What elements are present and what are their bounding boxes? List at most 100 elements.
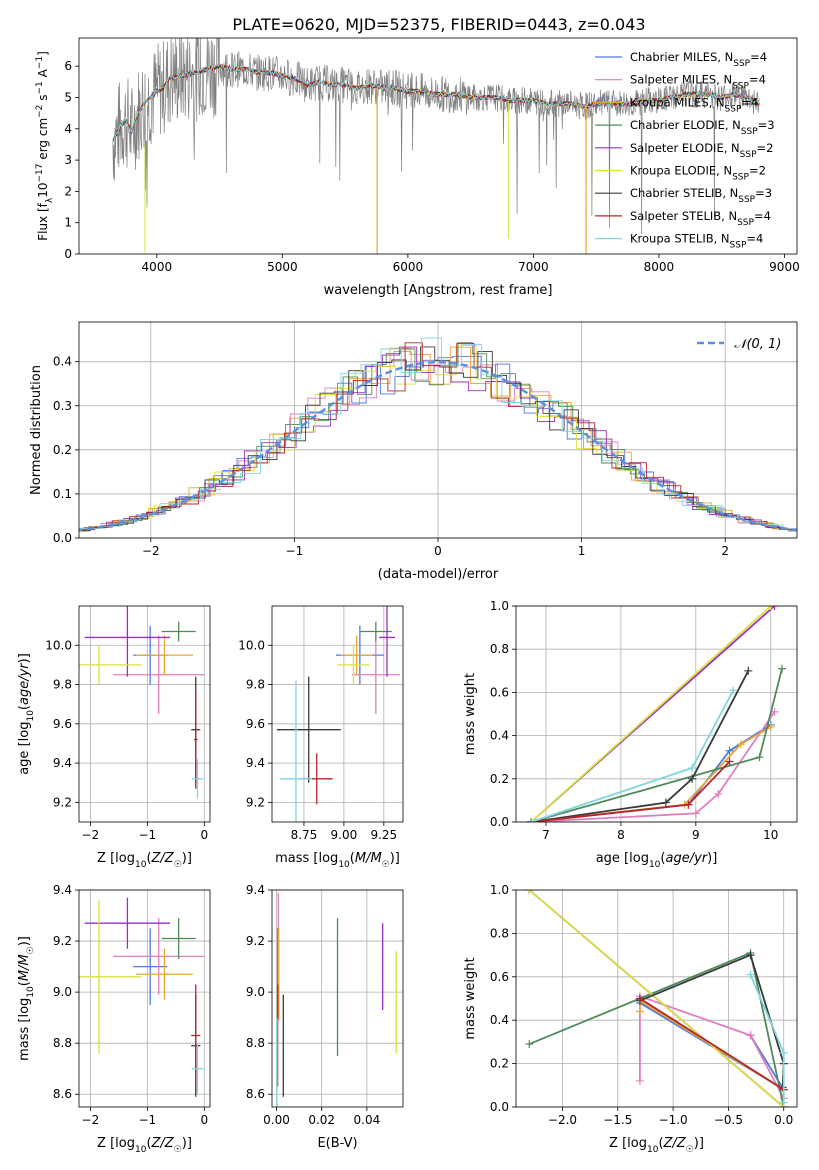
histogram-salpeter_miles [79,351,797,531]
x-tick-label: 0.0 [774,1113,793,1127]
x-tick-label: −1 [138,1113,156,1127]
y-tick-label: 0.2 [53,443,72,457]
weight-marker [766,606,775,610]
axes-frame [515,605,798,823]
y-tick-label: 0.2 [490,772,509,786]
y-tick-label: 9.0 [246,985,265,999]
y-tick-label: 0.0 [490,815,509,829]
y-tick-label: 10.0 [238,638,265,652]
x-tick-label: 5000 [267,260,298,274]
weight-marker [684,800,693,809]
x-tick-label: 0 [200,1113,208,1127]
x-tick-label: 1 [578,544,586,558]
x-tick-label: −2 [142,544,160,558]
y-tick-label: 0.2 [490,1057,509,1071]
y-tick-label: 9.2 [53,934,72,948]
axes-frame [271,605,404,823]
weight-line-salpeter_miles [530,711,776,822]
weight-marker [746,970,755,979]
y-tick-label: 9.4 [53,883,72,897]
x-tick-label: −1.0 [659,1113,688,1127]
y-tick-label: 0.3 [53,399,72,413]
y-tick-label: 6 [64,59,72,73]
weight-marker [525,890,534,894]
errorbars [79,606,205,799]
legend-label: Salpeter MILES, NSSP=4 [630,73,766,92]
weight-marker [770,606,779,610]
y-tick-label: 8.6 [53,1087,72,1101]
weight-marker [635,994,644,1003]
x-tick-label: 8000 [644,260,675,274]
x-tick-label: 0 [200,828,208,842]
weight-line-kroupa_miles [530,726,772,822]
y-axis-label: mass weight [463,957,478,1039]
weight-marker [635,1007,644,1016]
y-tick-label: 0.6 [490,685,509,699]
x-axis-label: Z [log10(Z/Z☉)] [97,851,192,870]
weight-marker [635,1076,644,1085]
errorbars [79,897,205,1097]
y-tick-label: 9.4 [53,756,72,770]
legend-label: Salpeter STELIB, NSSP=4 [630,209,771,228]
x-tick-label: 6000 [393,260,424,274]
weight-marker [746,1031,755,1040]
legend-label: Chabrier STELIB, NSSP=3 [630,186,772,205]
x-tick-label: 2 [721,544,729,558]
y-tick-label: 9.8 [53,678,72,692]
x-tick-label: 9.25 [370,828,397,842]
y-tick-label: 0.0 [53,531,72,545]
ebv_vs_mass-panel: 0.00 0.02 0.04 8.6 8.8 9.0 9.2 9.4 E(B-V) [246,883,404,1151]
y-tick-label: 3 [64,153,72,167]
y-tick-label: 0.8 [490,642,509,656]
x-tick-label: −1 [286,544,304,558]
x-tick-label: 0 [434,544,442,558]
x-tick-label: 7000 [518,260,549,274]
plots-layer: 4000 5000 6000 7000 8000 90000123456wavelengt… [17,37,800,1155]
y-tick-label: 9.6 [53,717,72,731]
y-tick-label: 0.4 [490,729,509,743]
y-axis-label: mass [log10(M/M☉)] [17,936,36,1061]
weight-marker [725,757,734,766]
x-tick-label: 9000 [769,260,800,274]
axes-frame [78,889,211,1108]
weight-marker [688,774,697,783]
errorbars [276,892,397,1107]
x-tick-label: 10 [763,828,778,842]
weight-marker [661,798,670,807]
x-axis-label: E(B-V) [317,1136,357,1151]
x-tick-label: 9.00 [331,828,358,842]
y-tick-label: 0.1 [53,487,72,501]
residual-panel: −2 −1 0 1 2 0.0 0.1 0.2 0.3 0.4 (data-model)/error… [29,321,798,582]
x-axis-label: Z [log10(Z/Z☉)] [609,1136,704,1155]
y-tick-label: 8.6 [246,1087,265,1101]
weight-marker [526,818,535,822]
axes-frame [78,321,798,539]
histogram-salpeter_stelib [79,342,797,531]
y-tick-label: 9.2 [246,795,265,809]
y-tick-label: 9.4 [246,756,265,770]
weight-line-chabrier_stelib [530,670,750,822]
x-axis-label: wavelength [Angstrom, rest frame] [324,283,553,298]
y-axis-label: mass weight [463,673,478,755]
y-tick-label: 9.0 [53,985,72,999]
histograms [79,337,797,533]
data-spectrum [112,38,760,235]
spectrum-panel: 4000 5000 6000 7000 8000 9000 0 1 2 3 4 5 6 wavelengt… [35,37,800,298]
x-tick-label: 4000 [142,260,173,274]
y-axis-label: Normed distribution [29,365,44,495]
y-tick-label: 0.4 [490,1013,509,1027]
Z_vs_age-panel: −2 −1 0 9.2 9.4 9.6 9.8 10.0 Z [log10(Z/Z☉)] age … [17,605,211,870]
weight-line-chabrier_elodie [528,951,785,1107]
x-tick-label: 0.02 [308,1113,335,1127]
x-tick-label: 8.75 [291,828,318,842]
weight-line-chabrier_elodie [530,668,783,822]
age_mass_weight-panel: 7 8 9 10 0.0 0.2 0.4 0.6 0.8 1.0 age [log10(age/yr… [463,599,798,870]
y-tick-label: 9.2 [246,934,265,948]
weight-line-chabrier_miles [530,724,772,822]
x-axis-label: Z [log10(Z/Z☉)] [97,1136,192,1155]
x-tick-label: 7 [542,828,550,842]
y-tick-label: 4 [64,122,72,136]
axes-frame [515,889,798,1108]
weight-line-salpeter_miles [639,995,785,1099]
x-axis-label: (data-model)/error [378,567,499,582]
